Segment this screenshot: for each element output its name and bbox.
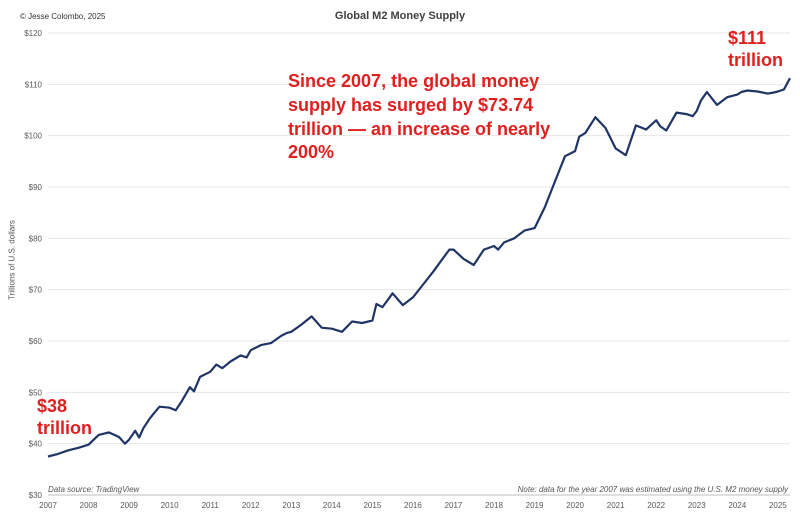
start-unit: trillion — [37, 417, 92, 438]
start-value: $38 — [37, 396, 68, 416]
x-tick-label: 2019 — [526, 501, 544, 510]
x-tick-label: 2018 — [485, 501, 503, 510]
x-tick-label: 2025 — [769, 501, 787, 510]
estimate-note: Note: data for the year 2007 was estimat… — [517, 485, 788, 494]
x-tick-label: 2012 — [242, 501, 260, 510]
x-tick-label: 2008 — [80, 501, 98, 510]
x-tick-label: 2014 — [323, 501, 341, 510]
x-tick-label: 2010 — [161, 501, 179, 510]
y-tick-label: $50 — [29, 388, 43, 397]
end-value-callout: $111 trillion — [728, 28, 783, 72]
chart-title: Global M2 Money Supply — [334, 10, 466, 22]
y-tick-label: $110 — [25, 80, 43, 89]
x-tick-label: 2013 — [282, 501, 300, 510]
x-tick-label: 2016 — [404, 501, 422, 510]
end-value: $111 — [728, 28, 767, 48]
y-tick-label: $30 — [29, 491, 43, 500]
x-tick-label: 2007 — [39, 501, 57, 510]
m2-series-line — [47, 77, 791, 458]
x-tick-label: 2024 — [728, 501, 746, 510]
y-axis-label: Trillions of U.S. dollars — [7, 220, 17, 300]
axis-ticks: $30 $40 $50 $60 $70 $80 $90 $100 $110 $120 2007 200… — [24, 29, 787, 510]
x-tick-label: 2017 — [445, 501, 463, 510]
end-unit: trillion — [728, 49, 783, 70]
y-tick-label: $40 — [29, 440, 43, 449]
x-tick-label: 2011 — [202, 501, 220, 510]
x-tick-label: 2023 — [688, 501, 706, 510]
x-tick-label: 2021 — [607, 501, 625, 510]
x-tick-label: 2015 — [363, 501, 381, 510]
x-tick-label: 2020 — [566, 501, 584, 510]
copyright-text: © Jesse Colombo, 2025 — [20, 12, 106, 21]
y-tick-label: $70 — [29, 286, 43, 295]
y-tick-label: $60 — [29, 337, 43, 346]
data-source-note: Data source: TradingView — [48, 485, 140, 494]
y-tick-label: $90 — [29, 183, 43, 192]
x-tick-label: 2022 — [647, 501, 665, 510]
y-tick-label: $120 — [24, 29, 42, 38]
x-tick-label: 2009 — [120, 501, 138, 510]
y-tick-label: $80 — [29, 234, 43, 243]
y-tick-label: $100 — [24, 132, 42, 141]
growth-annotation: Since 2007, the global money supply has … — [288, 71, 551, 163]
start-value-callout: $38 trillion — [37, 396, 92, 440]
